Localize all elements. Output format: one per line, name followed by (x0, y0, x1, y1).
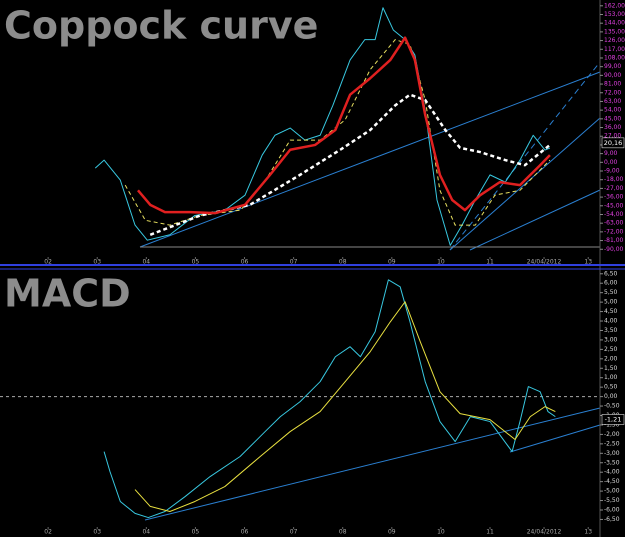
x-tick-label: 09 (388, 529, 396, 536)
x-tick-label: 02 (44, 259, 52, 266)
x-tick-label: 07 (290, 529, 298, 536)
y-tick-label: 6,50 (604, 270, 618, 277)
trend-line (469, 189, 601, 251)
y-tick-label: -6,50 (604, 516, 620, 523)
y-tick-label: -45,00 (604, 202, 624, 209)
trend-line (509, 424, 601, 453)
x-tick-label: 11 (486, 259, 494, 266)
y-tick-label: 36,00 (604, 124, 621, 131)
y-tick-label: 117,00 (604, 46, 625, 53)
y-tick-label: -5,50 (604, 497, 620, 504)
x-tick-label: 13 (584, 259, 592, 266)
y-tick-label: -63,00 (604, 220, 624, 227)
chart-title: MACD (4, 272, 131, 316)
y-tick-label: -54,00 (604, 211, 624, 218)
x-tick-label: 02 (44, 529, 52, 536)
x-tick-label: 06 (241, 529, 249, 536)
y-tick-label: 1,50 (604, 365, 618, 372)
y-tick-label: -90,00 (604, 246, 624, 253)
y-tick-label: 3,00 (604, 336, 618, 343)
x-tick-label: 06 (241, 259, 249, 266)
y-tick-label: 4,00 (604, 318, 618, 325)
x-tick-label: 24/04/2012 (527, 529, 562, 536)
y-tick-label: 0,00 (604, 393, 618, 400)
x-tick-label: 08 (339, 259, 347, 266)
x-tick-label: 09 (388, 259, 396, 266)
series-line (134, 301, 556, 513)
y-tick-label: 27,00 (604, 133, 621, 140)
y-tick-label: 135,00 (604, 28, 625, 35)
y-tick-label: -1,50 (604, 421, 620, 428)
series-line (103, 279, 556, 519)
trend-line (449, 61, 601, 251)
chart-title: Coppock curve (4, 4, 318, 48)
y-tick-label: -18,00 (604, 176, 624, 183)
y-tick-label: -3,50 (604, 459, 620, 466)
y-tick-label: 9,00 (604, 150, 618, 157)
y-tick-label: 4,50 (604, 308, 618, 315)
x-tick-label: 24/04/2012 (527, 259, 562, 266)
y-tick-label: 81,00 (604, 81, 621, 88)
x-tick-label: 05 (192, 259, 200, 266)
x-tick-label: 04 (142, 529, 150, 536)
series-line (94, 7, 551, 246)
y-tick-label: 99,00 (604, 63, 621, 70)
y-tick-label: 2,50 (604, 346, 618, 353)
y-tick-label: 90,00 (604, 72, 621, 79)
x-tick-label: 07 (290, 259, 298, 266)
x-tick-label: 13 (584, 529, 592, 536)
x-tick-label: 11 (486, 529, 494, 536)
y-tick-label: 5,00 (604, 299, 618, 306)
y-tick-label: 45,00 (604, 115, 621, 122)
y-tick-label: -3,00 (604, 450, 620, 457)
trend-line (449, 117, 601, 251)
x-tick-label: 03 (93, 259, 101, 266)
y-tick-label: 153,00 (604, 11, 625, 18)
y-tick-label: 54,00 (604, 107, 621, 114)
y-tick-label: 0,00 (604, 159, 618, 166)
y-tick-label: 1,00 (604, 374, 618, 381)
x-tick-label: 10 (437, 529, 445, 536)
y-tick-label: 63,00 (604, 98, 621, 105)
y-tick-label: 126,00 (604, 37, 625, 44)
y-tick-label: -36,00 (604, 194, 624, 201)
y-tick-label: 6,00 (604, 280, 618, 287)
y-tick-label: -5,00 (604, 488, 620, 495)
y-tick-label: 2,00 (604, 355, 618, 362)
series-line (137, 36, 551, 215)
current-value-box (601, 414, 625, 425)
y-tick-label: -81,00 (604, 237, 624, 244)
current-value-box (601, 137, 625, 149)
y-tick-label: 72,00 (604, 89, 621, 96)
y-tick-label: -0,50 (604, 403, 620, 410)
y-tick-label: 162,00 (604, 2, 625, 9)
x-tick-label: 10 (437, 259, 445, 266)
y-tick-label: -4,50 (604, 478, 620, 485)
y-tick-label: 144,00 (604, 20, 625, 27)
x-tick-label: 05 (192, 529, 200, 536)
y-tick-label: 108,00 (604, 54, 625, 61)
y-tick-label: -27,00 (604, 185, 624, 192)
current-value-label: 20,16 (604, 139, 623, 147)
x-tick-label: 04 (142, 259, 150, 266)
y-tick-label: -2,50 (604, 440, 620, 447)
trend-line (139, 71, 601, 248)
current-value-label: -1,21 (605, 415, 622, 423)
y-tick-label: 0,50 (604, 384, 618, 391)
y-tick-label: 5,50 (604, 289, 618, 296)
x-tick-label: 03 (93, 529, 101, 536)
y-tick-label: -4,00 (604, 469, 620, 476)
x-tick-label: 08 (339, 529, 347, 536)
series-line (124, 39, 551, 226)
y-tick-label: -2,00 (604, 431, 620, 438)
y-tick-label: -72,00 (604, 228, 624, 235)
y-tick-label: -6,00 (604, 506, 620, 513)
y-tick-label: 3,50 (604, 327, 618, 334)
y-tick-label: -9,00 (604, 168, 620, 175)
